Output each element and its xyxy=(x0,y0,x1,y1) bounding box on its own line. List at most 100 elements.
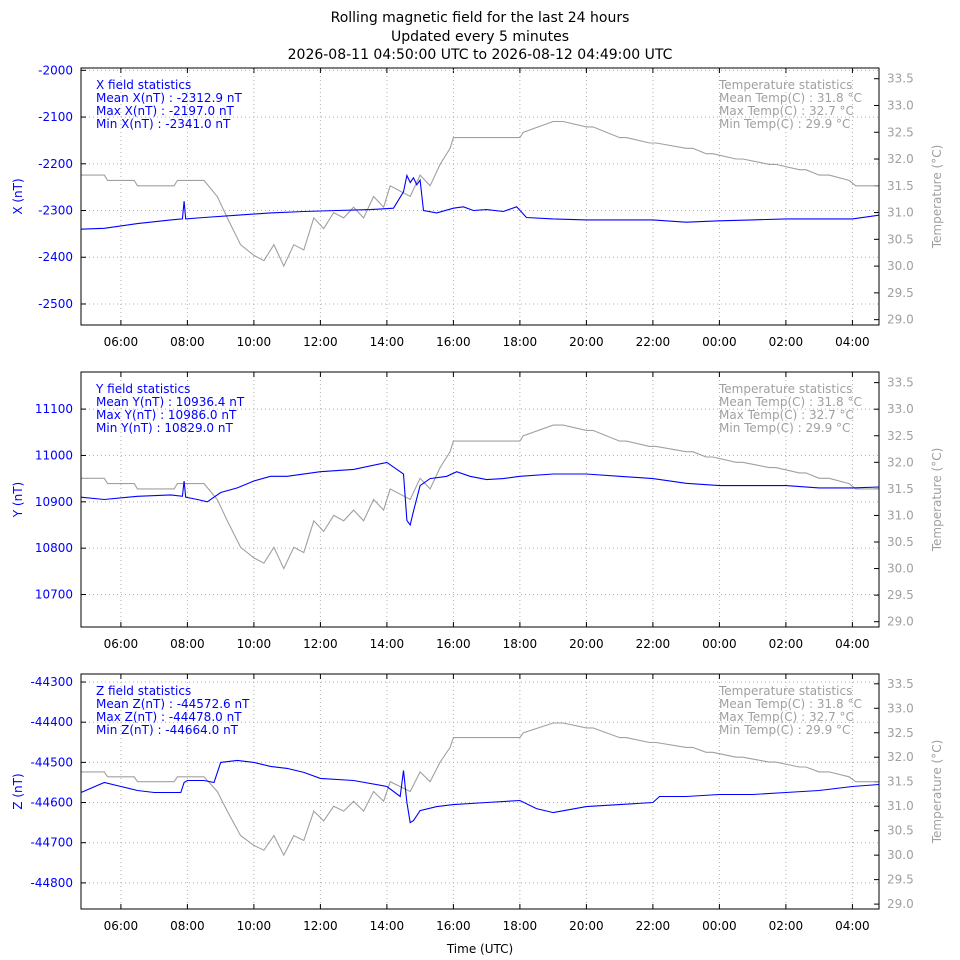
y2-axis-label: Temperature (°C) xyxy=(930,145,944,250)
x-tick-label: 14:00 xyxy=(370,335,405,349)
y2-tick-label: 32.5 xyxy=(887,125,914,139)
temp-stats-line: Temperature statistics xyxy=(718,78,852,92)
temp-stats-line: Max Temp(C) : 32.7 °C xyxy=(719,710,854,724)
chart-panels: 06:00 08:00 10:00 12:00 14:00 16:00 18:00 20:00… xyxy=(11,63,944,933)
y2-tick-label: 33.5 xyxy=(887,677,914,691)
x-tick-label: 10:00 xyxy=(237,637,272,651)
y-tick-label: -44300 xyxy=(30,675,73,689)
chart-title-line1: Rolling magnetic field for the last 24 h… xyxy=(331,10,630,26)
y2-axis-label: Temperature (°C) xyxy=(930,448,944,553)
temp-stats-line: Mean Temp(C) : 31.8 °C xyxy=(719,395,862,409)
y-tick-label: 11100 xyxy=(35,402,73,416)
y2-tick-label: 33.5 xyxy=(887,376,914,390)
x-tick-label: 06:00 xyxy=(104,637,139,651)
y-tick-label: 10800 xyxy=(35,541,73,555)
field-stats-line: Mean X(nT) : -2312.9 nT xyxy=(96,91,242,105)
temp-stats-line: Min Temp(C) : 29.9 °C xyxy=(719,421,850,435)
x-tick-label: 12:00 xyxy=(303,919,338,933)
temp-stats-line: Mean Temp(C) : 31.8 °C xyxy=(719,91,862,105)
x-tick-label: 02:00 xyxy=(769,335,804,349)
y-tick-label: 10700 xyxy=(35,588,73,602)
x-tick-label: 08:00 xyxy=(170,637,205,651)
y2-tick-label: 31.5 xyxy=(887,482,914,496)
x-tick-label: 16:00 xyxy=(436,637,471,651)
y-tick-label: -2300 xyxy=(38,204,73,218)
y-tick-label: -44600 xyxy=(30,796,73,810)
x-tick-label: 00:00 xyxy=(702,335,737,349)
y-tick-label: -44400 xyxy=(30,715,73,729)
y-axis-label: Z (nT) xyxy=(11,773,25,809)
temp-stats-line: Max Temp(C) : 32.7 °C xyxy=(719,104,854,118)
x-tick-label: 22:00 xyxy=(636,335,671,349)
x-tick-label: 20:00 xyxy=(569,919,604,933)
y2-tick-label: 29.0 xyxy=(887,615,914,629)
y2-tick-label: 30.5 xyxy=(887,535,914,549)
x-tick-label: 06:00 xyxy=(104,919,139,933)
temp-stats-line: Min Temp(C) : 29.9 °C xyxy=(719,723,850,737)
field-stats-line: Mean Z(nT) : -44572.6 nT xyxy=(96,697,250,711)
y-tick-label: 11000 xyxy=(35,448,73,462)
field-stats-line: Z field statistics xyxy=(96,684,191,698)
panel-z: 06:00 08:00 10:00 12:00 14:00 16:00 18:00 20:00… xyxy=(11,673,944,933)
y-tick-label: 10900 xyxy=(35,495,73,509)
x-tick-label: 00:00 xyxy=(702,919,737,933)
panel-x: 06:00 08:00 10:00 12:00 14:00 16:00 18:00 20:00… xyxy=(11,63,944,349)
x-tick-label: 08:00 xyxy=(170,335,205,349)
x-tick-label: 08:00 xyxy=(170,919,205,933)
chart-title-line3: 2026-08-11 04:50:00 UTC to 2026-08-12 04… xyxy=(288,47,673,63)
y2-tick-label: 31.0 xyxy=(887,508,914,522)
field-stats-line: Min X(nT) : -2341.0 nT xyxy=(96,117,231,131)
y2-tick-label: 32.0 xyxy=(887,455,914,469)
x-tick-label: 00:00 xyxy=(702,637,737,651)
x-tick-label: 04:00 xyxy=(835,335,870,349)
field-stats-line: X field statistics xyxy=(96,78,191,92)
y2-tick-label: 30.5 xyxy=(887,824,914,838)
y2-tick-label: 29.5 xyxy=(887,286,914,300)
x-tick-label: 16:00 xyxy=(436,919,471,933)
y-tick-label: -44800 xyxy=(30,876,73,890)
x-tick-label: 14:00 xyxy=(370,637,405,651)
x-tick-label: 10:00 xyxy=(237,335,272,349)
y2-tick-label: 31.5 xyxy=(887,775,914,789)
x-tick-label: 20:00 xyxy=(569,637,604,651)
field-series-line xyxy=(80,173,880,230)
y2-tick-label: 29.0 xyxy=(887,897,914,911)
x-axis-label: Time (UTC) xyxy=(446,942,513,956)
y2-tick-label: 33.0 xyxy=(887,701,914,715)
x-tick-label: 06:00 xyxy=(104,335,139,349)
temp-stats-line: Min Temp(C) : 29.9 °C xyxy=(719,117,850,131)
temp-stats-line: Temperature statistics xyxy=(718,684,852,698)
y2-tick-label: 32.0 xyxy=(887,152,914,166)
field-stats-line: Mean Y(nT) : 10936.4 nT xyxy=(96,395,245,409)
x-tick-label: 14:00 xyxy=(370,919,405,933)
field-stats-line: Max Z(nT) : -44478.0 nT xyxy=(96,710,242,724)
field-series-line xyxy=(80,759,880,824)
x-tick-label: 12:00 xyxy=(303,335,338,349)
x-tick-label: 02:00 xyxy=(769,919,804,933)
x-tick-label: 18:00 xyxy=(503,335,538,349)
y2-tick-label: 33.0 xyxy=(887,98,914,112)
y-tick-label: -44700 xyxy=(30,836,73,850)
y-tick-label: -2500 xyxy=(38,297,73,311)
y-axis-label: Y (nT) xyxy=(11,482,25,518)
x-tick-label: 18:00 xyxy=(503,637,538,651)
field-stats-line: Y field statistics xyxy=(95,382,190,396)
panel-y: 06:00 08:00 10:00 12:00 14:00 16:00 18:00 20:00… xyxy=(11,371,944,651)
temp-stats-line: Max Temp(C) : 32.7 °C xyxy=(719,408,854,422)
y-tick-label: -2400 xyxy=(38,250,73,264)
x-tick-label: 12:00 xyxy=(303,637,338,651)
field-series-line xyxy=(80,461,880,527)
field-stats-line: Min Z(nT) : -44664.0 nT xyxy=(96,723,239,737)
y2-tick-label: 32.5 xyxy=(887,726,914,740)
x-tick-label: 20:00 xyxy=(569,335,604,349)
x-tick-label: 04:00 xyxy=(835,637,870,651)
field-stats-line: Max Y(nT) : 10986.0 nT xyxy=(96,408,237,422)
y2-tick-label: 32.0 xyxy=(887,750,914,764)
plot-frame xyxy=(80,67,880,326)
y2-tick-label: 33.5 xyxy=(887,72,914,86)
y2-tick-label: 30.0 xyxy=(887,562,914,576)
plot-frame xyxy=(80,371,880,628)
x-tick-label: 22:00 xyxy=(636,919,671,933)
temp-stats-line: Mean Temp(C) : 31.8 °C xyxy=(719,697,862,711)
